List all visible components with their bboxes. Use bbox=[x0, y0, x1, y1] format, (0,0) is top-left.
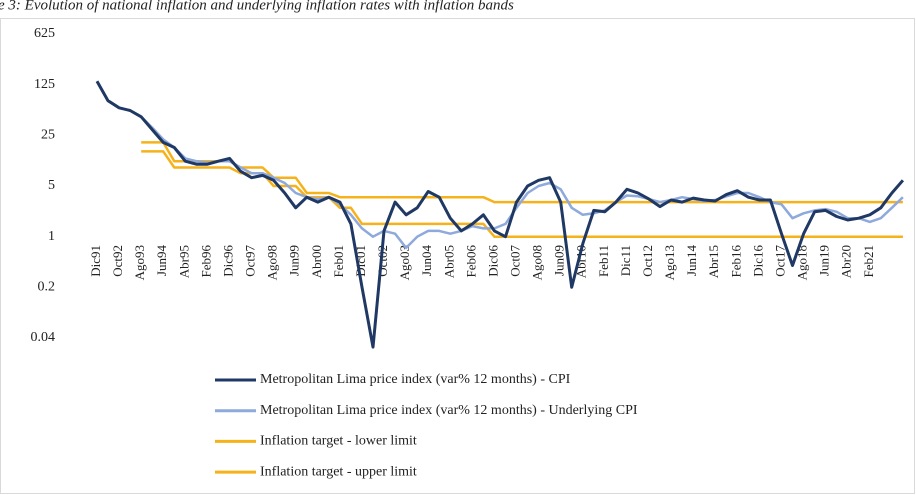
series-line bbox=[95, 80, 905, 349]
x-tick-label: Ago03 bbox=[397, 245, 412, 280]
x-tick-label: Ago13 bbox=[662, 245, 677, 280]
legend-label: Metropolitan Lima price index (var% 12 m… bbox=[260, 403, 638, 418]
series-line bbox=[141, 150, 903, 238]
x-tick-label: Abr95 bbox=[176, 245, 191, 278]
x-tick-label: Dic11 bbox=[618, 245, 633, 276]
x-tick-label: Feb11 bbox=[596, 245, 611, 277]
x-tick-label: Jun19 bbox=[817, 245, 832, 276]
y-tick-label: 5 bbox=[48, 178, 55, 193]
x-tick-label: Feb06 bbox=[463, 245, 478, 278]
x-tick-label: Jun04 bbox=[419, 245, 434, 277]
x-tick-label: Abr05 bbox=[441, 245, 456, 278]
chart-border bbox=[0, 18, 915, 494]
x-tick-label: Jun14 bbox=[684, 245, 699, 277]
x-tick-label: Abr00 bbox=[309, 245, 324, 278]
x-tick-label: Ago08 bbox=[530, 245, 545, 280]
legend-label: Inflation target - upper limit bbox=[260, 464, 417, 479]
x-tick-label: Oct07 bbox=[508, 245, 523, 277]
y-tick-label: 625 bbox=[34, 26, 55, 41]
y-tick-label: 0.2 bbox=[38, 280, 56, 295]
x-tick-label: Dic06 bbox=[485, 245, 500, 277]
y-tick-label: 1 bbox=[48, 229, 55, 244]
x-tick-label: Dic96 bbox=[220, 245, 235, 277]
x-tick-label: Feb21 bbox=[861, 245, 876, 278]
x-tick-label: Ago93 bbox=[132, 245, 147, 280]
x-tick-label: Feb01 bbox=[331, 245, 346, 278]
x-tick-label: Oct97 bbox=[243, 245, 258, 277]
x-tick-label: Abr15 bbox=[706, 245, 721, 278]
chart-title: e 3: Evolution of national inflation and… bbox=[0, 0, 514, 13]
y-tick-label: 0.04 bbox=[31, 330, 56, 345]
x-tick-label: Ago18 bbox=[795, 245, 810, 280]
x-tick-label: Dic16 bbox=[750, 245, 765, 277]
x-tick-label: Feb96 bbox=[198, 245, 213, 278]
y-tick-label: 25 bbox=[41, 128, 55, 143]
x-tick-label: Jun09 bbox=[552, 245, 567, 276]
x-tick-label: Dic91 bbox=[88, 245, 103, 277]
x-tick-label: Oct92 bbox=[110, 245, 125, 277]
x-tick-label: Oct17 bbox=[772, 245, 787, 277]
x-tick-label: Jun99 bbox=[287, 245, 302, 276]
x-tick-label: Feb16 bbox=[728, 245, 743, 278]
legend-label: Inflation target - lower limit bbox=[260, 434, 417, 449]
legend-label: Metropolitan Lima price index (var% 12 m… bbox=[260, 372, 571, 387]
x-tick-label: Abr20 bbox=[839, 245, 854, 278]
series-line bbox=[95, 80, 904, 250]
x-tick-label: Jun94 bbox=[154, 245, 169, 277]
y-tick-label: 125 bbox=[34, 77, 55, 92]
x-tick-label: Ago98 bbox=[265, 245, 280, 280]
x-tick-label: Oct12 bbox=[640, 245, 655, 277]
